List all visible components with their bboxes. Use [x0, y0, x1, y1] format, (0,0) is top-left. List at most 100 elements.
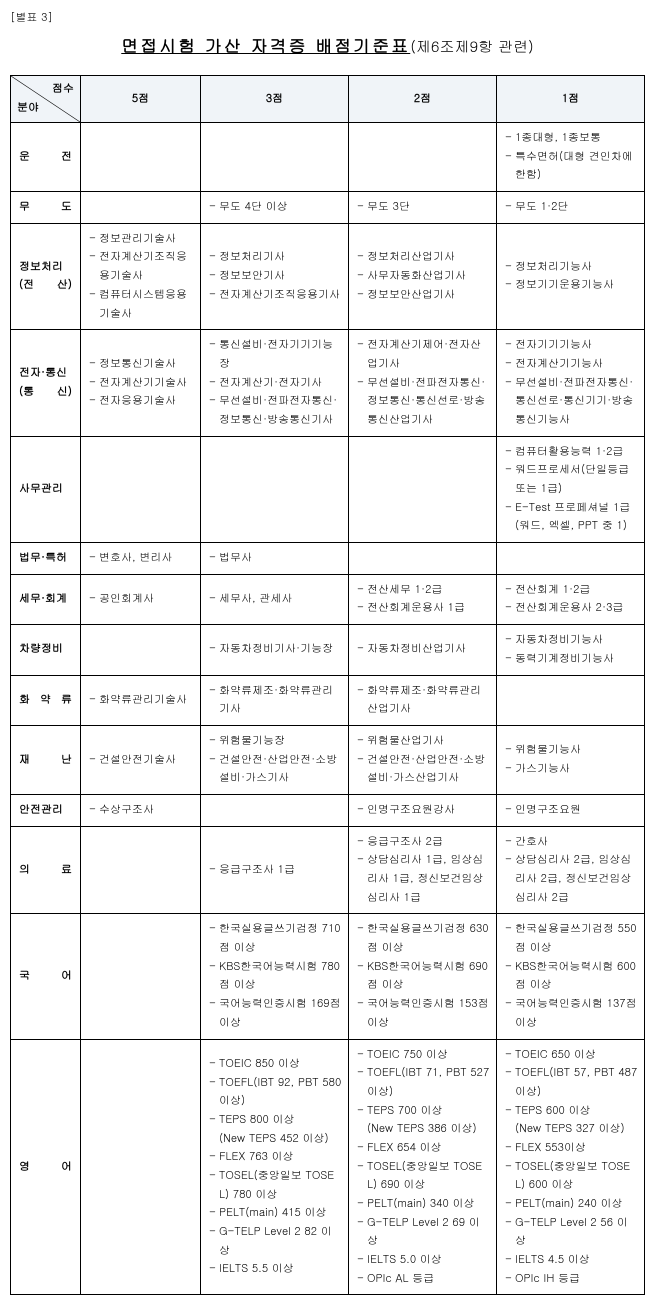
- table-cell: 한국실용글쓰기검정 550점 이상KBS한국어능력시험 600점 이상국어능력인…: [497, 914, 645, 1039]
- table-cell: 수상구조사: [81, 794, 201, 826]
- table-row: 정보처리 (전 산)정보관리기술사전자계산기조직응용기술사컴퓨터시스템응용기술사…: [11, 223, 645, 329]
- col-1pt: 1점: [497, 76, 645, 123]
- list-item: 국어능력인증시험 153점 이상: [357, 995, 490, 1032]
- table-cell: 간호사상담심리사 2급, 임상심리사 2급, 정신보건임상심리사 2급: [497, 826, 645, 914]
- col-2pt: 2점: [349, 76, 497, 123]
- list-item: 전자응용기술사: [89, 392, 194, 411]
- table-cell: 전자계산기제어·전자산업기사무선설비·전파전자통신·정보통신·통신선로·방송통신…: [349, 330, 497, 436]
- list-item: 위험물기능사: [505, 741, 638, 760]
- category-cell: 세무·회계: [11, 574, 81, 624]
- list-item: 전자계산기조직응용기사: [209, 286, 342, 305]
- table-cell: 위험물산업기사건설안전·산업안전·소방설비·가스산업기사: [349, 725, 497, 794]
- list-item: 정보보안산업기사: [357, 286, 490, 305]
- table-cell: [497, 543, 645, 575]
- list-item: 무선설비·전파전자통신·정보통신·방송통신기사: [209, 392, 342, 429]
- list-item: 정보통신기술사: [89, 355, 194, 374]
- list-item: 자동차정비산업기사: [357, 640, 490, 659]
- table-cell: 컴퓨터활용능력 1·2급워드프로세서(단일등급 또는 1급)E-Test 프로페…: [497, 436, 645, 542]
- category-cell: 차량정비: [11, 625, 81, 675]
- category-cell: 전자·통신 (통 신): [11, 330, 81, 436]
- table-cell: 공인회계사: [81, 574, 201, 624]
- list-item: PELT(main) 340 이상: [357, 1195, 490, 1214]
- list-item: FLEX 763 이상: [209, 1148, 342, 1167]
- list-item: 무도 1·2단: [505, 198, 638, 217]
- table-row: 전자·통신 (통 신)정보통신기술사전자계산기기술사전자응용기술사통신설비·전자…: [11, 330, 645, 436]
- list-item: 한국실용글쓰기검정 630점 이상: [357, 920, 490, 957]
- list-item: IELTS 5.5 이상: [209, 1260, 342, 1279]
- list-item: 특수면허(대형 견인차에 한함): [505, 148, 638, 185]
- list-item: KBS한국어능력시험 690점 이상: [357, 958, 490, 995]
- list-item: 정보관리기술사: [89, 230, 194, 249]
- list-item: TOSEL(중앙일보 TOSEL) 690 이상: [357, 1158, 490, 1195]
- title-sub: (제6조제9항 관련): [410, 36, 533, 57]
- list-item: 무선설비·전파전자통신·정보통신·통신선로·방송통신산업기사: [357, 374, 490, 430]
- header-score-label: 점수: [52, 80, 74, 99]
- list-item: 정보처리기능사: [505, 258, 638, 277]
- list-item: 컴퓨터활용능력 1·2급: [505, 443, 638, 462]
- table-row: 의 료응급구조사 1급응급구조사 2급상담심리사 1급, 임상심리사 1급, 정…: [11, 826, 645, 914]
- annex-label: [별표 3]: [10, 10, 645, 25]
- table-cell: 화약류제조·화약류관리기사: [201, 675, 349, 725]
- list-item: 화약류제조·화약류관리기사: [209, 682, 342, 719]
- table-cell: [497, 675, 645, 725]
- table-cell: [201, 123, 349, 192]
- table-cell: 정보처리기사정보보안기사전자계산기조직응용기사: [201, 223, 349, 329]
- table-cell: TOEIC 650 이상TOEFL(IBT 57, PBT 487 이상)TEP…: [497, 1039, 645, 1295]
- category-cell: 법무·특허: [11, 543, 81, 575]
- score-table: 점수 분야 5점 3점 2점 1점 운 전1종대형, 1종보통특수면허(대형 견…: [10, 75, 645, 1295]
- table-row: 사무관리 컴퓨터활용능력 1·2급워드프로세서(단일등급 또는 1급)E-Test…: [11, 436, 645, 542]
- table-cell: 전산회계 1·2급전산회계운용사 2·3급: [497, 574, 645, 624]
- list-item: 워드프로세서(단일등급 또는 1급): [505, 461, 638, 498]
- list-item: 전산세무 1·2급: [357, 581, 490, 600]
- table-cell: [201, 794, 349, 826]
- list-item: 동력기계정비기능사: [505, 650, 638, 669]
- list-item: 전산회계 1·2급: [505, 581, 638, 600]
- list-item: 무도 4단 이상: [209, 198, 342, 217]
- table-cell: 응급구조사 2급상담심리사 1급, 임상심리사 1급, 정신보건임상심리사 1급: [349, 826, 497, 914]
- list-item: 전자계산기제어·전자산업기사: [357, 336, 490, 373]
- table-cell: 세무사, 관세사: [201, 574, 349, 624]
- table-cell: 정보관리기술사전자계산기조직응용기술사컴퓨터시스템응용기술사: [81, 223, 201, 329]
- table-row: 차량정비자동차정비기사·기능장자동차정비산업기사자동차정비기능사동력기계정비기능…: [11, 625, 645, 675]
- header-field-label: 분야: [17, 99, 39, 118]
- list-item: 세무사, 관세사: [209, 590, 342, 609]
- list-item: OPIc IH 등급: [505, 1270, 638, 1289]
- table-cell: 응급구조사 1급: [201, 826, 349, 914]
- list-item: 전자계산기기능사: [505, 355, 638, 374]
- list-item: 상담심리사 2급, 임상심리사 2급, 정신보건임상심리사 2급: [505, 851, 638, 907]
- list-item: 컴퓨터시스템응용기술사: [89, 286, 194, 323]
- list-item: 전산회계운용사 2·3급: [505, 599, 638, 618]
- table-cell: 정보통신기술사전자계산기기술사전자응용기술사: [81, 330, 201, 436]
- list-item: 전자계산기·전자기사: [209, 374, 342, 393]
- list-item: E-Test 프로페셔널 1급(워드, 엑셀, PPT 중 1): [505, 499, 638, 536]
- list-item: FLEX 654 이상: [357, 1139, 490, 1158]
- category-cell: 재 난: [11, 725, 81, 794]
- table-cell: 통신설비·전자기기기능장전자계산기·전자기사무선설비·전파전자통신·정보통신·방…: [201, 330, 349, 436]
- list-item: 1종대형, 1종보통: [505, 129, 638, 148]
- table-row: 국 어 한국실용글쓰기검정 710점 이상KBS한국어능력시험 780점 이상국어…: [11, 914, 645, 1039]
- list-item: 건설안전·산업안전·소방설비·가스산업기사: [357, 751, 490, 788]
- category-cell: 사무관리: [11, 436, 81, 542]
- table-cell: 무도 3단: [349, 192, 497, 224]
- table-cell: [349, 123, 497, 192]
- list-item: 위험물산업기사: [357, 732, 490, 751]
- category-cell: 화 약 류: [11, 675, 81, 725]
- table-cell: [81, 1039, 201, 1295]
- table-cell: 1종대형, 1종보통특수면허(대형 견인차에 한함): [497, 123, 645, 192]
- list-item: 간호사: [505, 833, 638, 852]
- list-item: G-TELP Level 2 82 이상: [209, 1223, 342, 1260]
- table-cell: 자동차정비산업기사: [349, 625, 497, 675]
- list-item: 한국실용글쓰기검정 550점 이상: [505, 920, 638, 957]
- category-cell: 운 전: [11, 123, 81, 192]
- table-cell: [81, 436, 201, 542]
- category-cell: 국 어: [11, 914, 81, 1039]
- table-cell: 한국실용글쓰기검정 710점 이상KBS한국어능력시험 780점 이상국어능력인…: [201, 914, 349, 1039]
- category-cell: 영 어: [11, 1039, 81, 1295]
- list-item: 법무사: [209, 549, 342, 568]
- list-item: TOEFL(IBT 92, PBT 580 이상): [209, 1074, 342, 1111]
- table-cell: [81, 123, 201, 192]
- header-diagonal: 점수 분야: [11, 76, 81, 123]
- table-cell: [349, 543, 497, 575]
- category-cell: 안전관리: [11, 794, 81, 826]
- list-item: 자동차정비기사·기능장: [209, 640, 342, 659]
